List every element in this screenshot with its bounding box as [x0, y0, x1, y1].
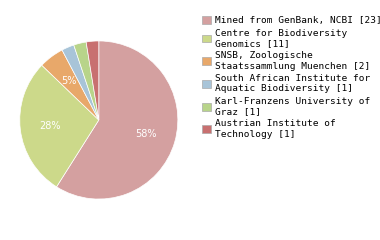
- Text: 5%: 5%: [62, 76, 77, 86]
- Wedge shape: [57, 41, 178, 199]
- Wedge shape: [20, 65, 99, 187]
- Wedge shape: [42, 50, 99, 120]
- Wedge shape: [74, 42, 99, 120]
- Wedge shape: [62, 45, 99, 120]
- Text: 58%: 58%: [135, 129, 157, 139]
- Legend: Mined from GenBank, NCBI [23], Centre for Biodiversity
Genomics [11], SNSB, Zool: Mined from GenBank, NCBI [23], Centre fo…: [202, 16, 380, 139]
- Text: 28%: 28%: [40, 121, 61, 131]
- Wedge shape: [86, 41, 99, 120]
